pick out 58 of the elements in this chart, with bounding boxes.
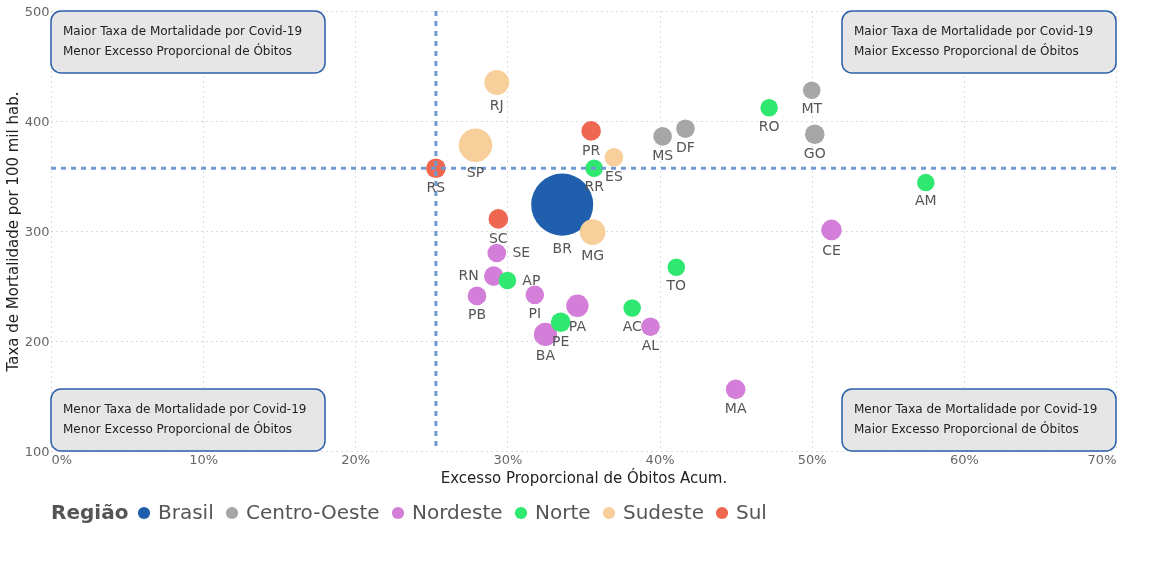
x-tick-label: 30%: [493, 451, 523, 467]
data-label: MS: [652, 146, 674, 163]
legend-title: Região: [51, 500, 129, 524]
data-label: AL: [641, 337, 660, 354]
y-tick-label: 500: [24, 3, 50, 19]
data-label: RO: [758, 117, 780, 134]
x-tick-label: 0%: [51, 451, 73, 467]
data-label: RN: [458, 267, 479, 284]
data-label: AM: [914, 192, 937, 209]
x-tick-label: 40%: [645, 451, 675, 467]
x-tick-label: 50%: [797, 451, 827, 467]
data-label: SP: [466, 164, 485, 181]
annotation: Maior Excesso Proporcional de Óbitos: [854, 43, 1079, 58]
data-label: MG: [581, 246, 605, 263]
data-label: GO: [803, 145, 826, 162]
data-label: BR: [552, 239, 573, 256]
data-label: PI: [528, 305, 542, 322]
annotation: Menor Taxa de Mortalidade por Covid-19: [63, 402, 307, 416]
data-label: DF: [676, 139, 695, 156]
data-label: TO: [665, 277, 687, 294]
annotation: Menor Taxa de Mortalidade por Covid-19: [854, 402, 1098, 416]
data-label: MT: [801, 100, 823, 117]
data-label: RR: [584, 178, 605, 195]
annotation: Maior Taxa de Mortalidade por Covid-19: [854, 24, 1094, 38]
legend-label: Brasil: [158, 500, 214, 524]
legend-label: Norte: [535, 500, 591, 524]
legend-label: Centro-Oeste: [246, 500, 380, 524]
x-tick-label: 10%: [189, 451, 219, 467]
annotation: Menor Excesso Proporcional de Óbitos: [63, 421, 293, 436]
data-label: RS: [426, 179, 446, 196]
annotation: Menor Excesso Proporcional de Óbitos: [63, 43, 293, 58]
legend-label: Sudeste: [623, 500, 704, 524]
y-tick-label: 300: [24, 223, 50, 239]
y-tick-label: 100: [24, 443, 50, 459]
data-label: SC: [488, 229, 508, 246]
data-label: RJ: [489, 96, 504, 113]
data-label: PE: [552, 333, 570, 350]
data-label: PA: [568, 318, 587, 335]
data-label: PB: [467, 306, 487, 323]
x-axis-title: Excesso Proporcional de Óbitos Acum.: [440, 467, 728, 487]
data-label: SE: [512, 244, 531, 260]
y-tick-label: 200: [24, 333, 50, 349]
x-tick-label: 70%: [1087, 451, 1117, 467]
y-tick-label: 400: [24, 113, 50, 129]
data-label: AP: [522, 271, 541, 288]
data-label: BA: [535, 347, 556, 364]
annotation: Maior Excesso Proporcional de Óbitos: [854, 421, 1079, 436]
data-label: AC: [622, 317, 642, 334]
x-tick-label: 60%: [949, 451, 979, 467]
legend-label: Sul: [736, 500, 767, 524]
data-label: CE: [822, 241, 841, 258]
x-tick-label: 20%: [341, 451, 371, 467]
annotation: Maior Taxa de Mortalidade por Covid-19: [63, 24, 303, 38]
data-label: MA: [724, 400, 747, 417]
data-label: PR: [582, 141, 601, 158]
data-label: ES: [605, 167, 623, 184]
legend-label: Nordeste: [412, 500, 503, 524]
y-axis-title: Taxa de Mortalidade por 100 mil hab.: [3, 91, 22, 373]
